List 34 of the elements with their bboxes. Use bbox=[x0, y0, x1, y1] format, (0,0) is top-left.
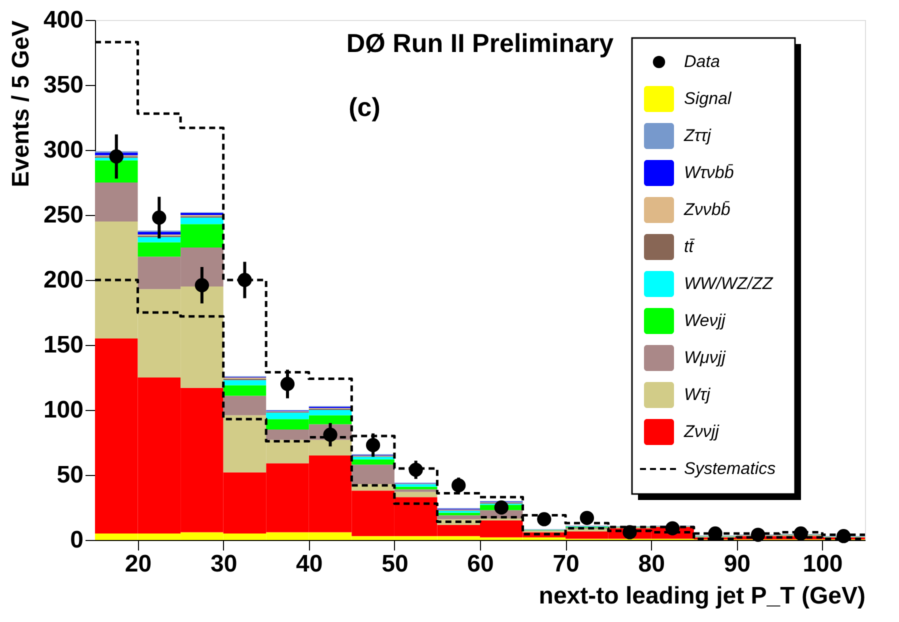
legend-label: Zττj bbox=[683, 126, 712, 145]
y-tick-label: 400 bbox=[43, 6, 84, 34]
x-tick-label: 100 bbox=[802, 550, 843, 578]
x-tick-label: 40 bbox=[296, 550, 323, 578]
legend-label: Signal bbox=[684, 89, 732, 108]
y-tick-label: 100 bbox=[43, 396, 84, 424]
x-tick-label: 60 bbox=[467, 550, 494, 578]
legend-label: Zννbb̄ bbox=[683, 200, 730, 219]
y-tick-label: 200 bbox=[43, 266, 84, 294]
x-tick-label: 70 bbox=[552, 550, 580, 578]
legend-label: Weνjj bbox=[684, 311, 726, 330]
y-tick-label: 50 bbox=[56, 462, 84, 488]
y-axis-title: Events / 5 GeV bbox=[7, 20, 34, 188]
chart-title: DØ Run II Preliminary bbox=[346, 28, 614, 58]
y-tick-label: 250 bbox=[43, 202, 84, 228]
legend-label: WW/WZ/ZZ bbox=[684, 274, 774, 293]
x-tick-label: 30 bbox=[210, 550, 238, 578]
x-tick-label: 50 bbox=[382, 550, 408, 578]
legend-label: tt̄ bbox=[684, 237, 696, 256]
legend-label: Zννjj bbox=[683, 422, 720, 441]
legend-label: Wμνjj bbox=[684, 348, 727, 367]
x-axis-title: next-to leading jet P_T (GeV) bbox=[538, 582, 866, 610]
annotation: (c) bbox=[348, 92, 380, 122]
legend-label: Wτj bbox=[684, 385, 712, 404]
y-tick-label: 150 bbox=[43, 332, 84, 358]
legend-label: Wτνbb̄ bbox=[684, 163, 734, 182]
x-tick-label: 80 bbox=[638, 550, 665, 578]
x-tick-label: 20 bbox=[124, 550, 152, 578]
legend-label: Systematics bbox=[684, 459, 776, 478]
y-tick-label: 350 bbox=[43, 72, 84, 98]
legend-label: Data bbox=[684, 52, 720, 71]
x-tick-label: 90 bbox=[724, 550, 751, 578]
y-tick-label: 300 bbox=[43, 136, 84, 164]
y-tick-label: 0 bbox=[70, 526, 84, 554]
